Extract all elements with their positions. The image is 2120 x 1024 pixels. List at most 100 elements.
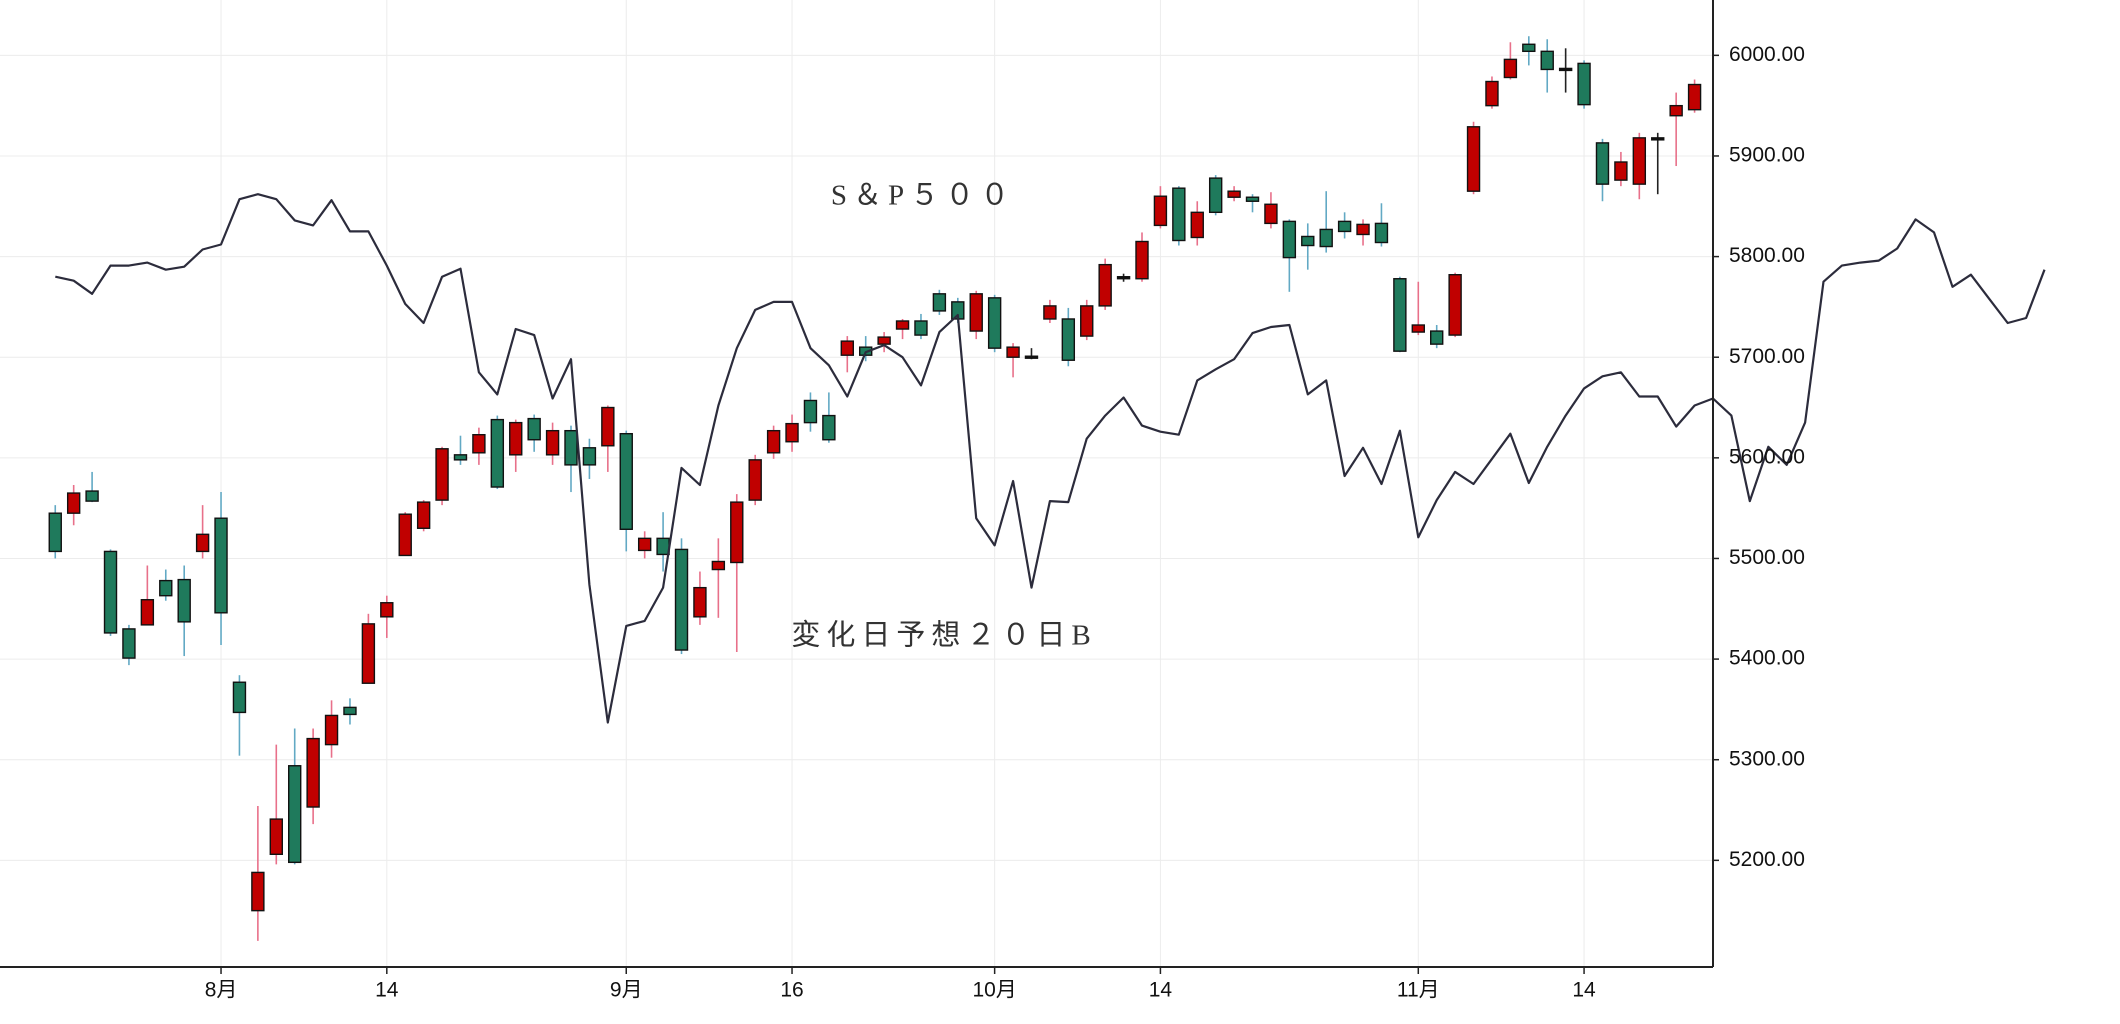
y-tick-label: 6000.00 [1729, 43, 1805, 66]
y-tick-label: 5700.00 [1729, 345, 1805, 368]
candle-body [1393, 278, 1407, 352]
candle-body [1485, 80, 1499, 107]
candle-body [1282, 220, 1297, 259]
candle-body [822, 414, 836, 441]
candle-body [1172, 187, 1186, 242]
candle-body [435, 448, 449, 501]
candle-body [416, 501, 431, 529]
candle-body [987, 297, 1002, 349]
candle-body [1632, 137, 1647, 185]
candle-body [1522, 43, 1536, 53]
x-tick-label: 14 [1572, 979, 1596, 1002]
candle-body [1448, 274, 1462, 336]
candle-body [490, 418, 505, 488]
candle-body [914, 320, 928, 336]
candle-body [1558, 67, 1573, 72]
candle-body [103, 550, 118, 634]
candle-body [1540, 50, 1554, 71]
candle-body [877, 336, 891, 345]
candle-body [1374, 222, 1389, 244]
candle-body [711, 560, 726, 571]
marks [48, 36, 2046, 941]
x-tick-label: 8月 [205, 979, 238, 1002]
candle-body [177, 578, 191, 623]
candle-body [288, 765, 302, 864]
y-tick-label: 5500.00 [1729, 546, 1805, 569]
y-tick-label: 5400.00 [1729, 647, 1805, 670]
candle-body [730, 501, 744, 564]
y-tick-label: 5200.00 [1729, 848, 1805, 871]
candle-body [785, 422, 799, 443]
candle-body [1006, 346, 1020, 358]
candle-body [251, 871, 265, 912]
candle-body [1356, 223, 1370, 236]
candle-body [509, 421, 523, 456]
candle-body [619, 432, 633, 530]
candle-body [1669, 104, 1683, 117]
candle-body [1264, 203, 1278, 225]
candle-body [324, 714, 339, 746]
candle-body [932, 293, 947, 312]
candle-body [637, 537, 652, 552]
candle-body [232, 681, 247, 714]
grid [0, 0, 1713, 967]
candle-body [453, 454, 468, 461]
candle-body [1153, 195, 1168, 227]
candle-body [1116, 276, 1131, 280]
candle-body [1227, 190, 1241, 198]
candle-body [545, 429, 560, 456]
candle-body [1080, 305, 1094, 337]
candle-body [766, 429, 781, 454]
candle-body [1061, 318, 1076, 361]
y-tick-label: 5900.00 [1729, 144, 1805, 167]
candle-body [1614, 161, 1628, 181]
candle-body [1577, 62, 1591, 106]
axes: 5200.00 5300.00 5400.00 5500.00 5600.00 5700.… [0, 0, 1805, 1002]
candle-body [140, 599, 155, 626]
candle-body [1208, 177, 1223, 214]
candle-body [1098, 263, 1112, 307]
candle-body [1466, 126, 1481, 192]
series-label: S＆P５００ [831, 180, 1015, 212]
candle-body [1319, 228, 1333, 248]
candle-body [969, 293, 983, 332]
candle-body [674, 548, 689, 651]
candle-body [1430, 330, 1444, 345]
candle-body [1651, 137, 1665, 141]
candle-body [1135, 240, 1149, 280]
candle-body [1043, 305, 1057, 320]
candle-body [582, 447, 597, 466]
candle-body [895, 320, 910, 330]
candle-body [159, 579, 173, 597]
candle-body [122, 628, 136, 659]
candle-body [195, 533, 210, 553]
candle-body [472, 433, 486, 454]
y-tick-label: 5600.00 [1729, 445, 1805, 468]
candle-body [527, 417, 541, 441]
x-tick-label: 11月 [1397, 979, 1440, 1002]
x-tick-label: 16 [780, 979, 803, 1002]
candle-body [48, 512, 62, 553]
candle-body [343, 706, 357, 716]
x-tick-label: 14 [1149, 979, 1173, 1002]
x-tick-label: 9月 [610, 979, 643, 1002]
candle-body [803, 399, 818, 424]
y-tick-label: 5300.00 [1729, 747, 1805, 770]
candle-body [1337, 220, 1352, 233]
candle-body [66, 492, 81, 514]
candle-body [1687, 83, 1702, 111]
series-label: 変化日予想２０日B [791, 619, 1096, 652]
candle-body [214, 517, 228, 614]
candle-body [1301, 235, 1315, 247]
candle-body [1411, 324, 1425, 333]
candle-body [840, 340, 854, 356]
candle-body [85, 490, 99, 502]
candle-body [1024, 355, 1039, 359]
candle-body [380, 602, 394, 618]
candle-body [656, 537, 670, 556]
candle-body [1245, 196, 1260, 202]
candle-body [1595, 142, 1610, 185]
candle-body [1190, 211, 1204, 239]
